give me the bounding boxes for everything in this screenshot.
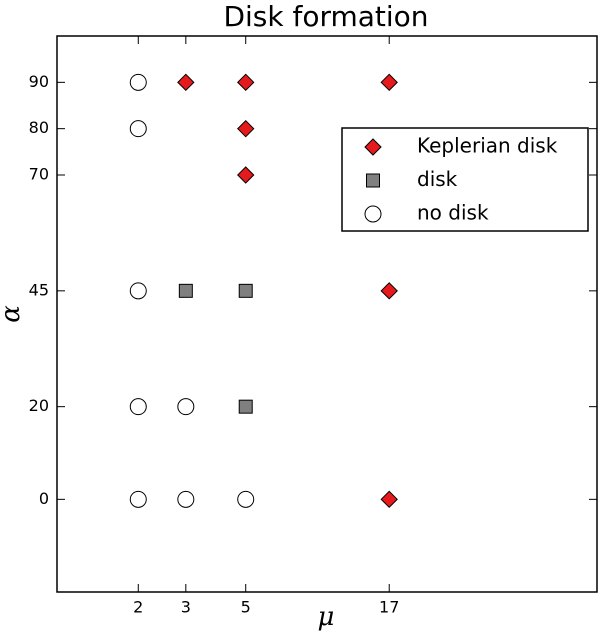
circle-marker bbox=[177, 490, 195, 508]
chart-title: Disk formation bbox=[223, 0, 428, 33]
y-tick-label: 20 bbox=[29, 396, 49, 415]
legend-label: Keplerian disk bbox=[417, 134, 558, 158]
diamond-marker bbox=[237, 73, 255, 92]
circle-marker bbox=[237, 490, 255, 508]
y-axis-label: α bbox=[0, 305, 26, 323]
x-tick-label: 5 bbox=[241, 598, 251, 617]
diamond-marker bbox=[237, 119, 255, 138]
diamond-marker bbox=[380, 73, 398, 92]
legend-label: no disk bbox=[417, 201, 489, 225]
circle-marker bbox=[129, 73, 147, 91]
circle-marker bbox=[129, 282, 147, 300]
square-marker bbox=[366, 173, 380, 188]
x-axis-label: μ bbox=[318, 602, 335, 632]
circle-marker bbox=[177, 398, 195, 416]
square-marker bbox=[238, 399, 253, 414]
circle-marker bbox=[129, 120, 147, 138]
diamond-marker bbox=[380, 282, 398, 300]
square-marker bbox=[238, 283, 253, 298]
y-tick-label: 90 bbox=[29, 72, 49, 91]
diamond-marker bbox=[364, 138, 382, 156]
plot-frame bbox=[56, 35, 598, 593]
x-tick-label: 3 bbox=[181, 598, 191, 617]
diamond-marker bbox=[177, 73, 195, 92]
circle-marker bbox=[364, 205, 382, 223]
diamond-marker bbox=[380, 490, 398, 509]
circle-marker bbox=[129, 490, 147, 508]
y-tick-label: 80 bbox=[29, 118, 49, 137]
legend-label: disk bbox=[417, 167, 458, 191]
square-marker bbox=[178, 283, 193, 298]
x-tick-label: 2 bbox=[133, 598, 143, 617]
y-tick-label: 0 bbox=[39, 489, 49, 508]
diamond-marker bbox=[237, 166, 255, 184]
y-tick-label: 70 bbox=[29, 165, 49, 184]
legend-box bbox=[341, 127, 589, 232]
y-tick-label: 45 bbox=[29, 280, 49, 299]
circle-marker bbox=[129, 398, 147, 416]
x-tick-label: 17 bbox=[379, 598, 399, 617]
